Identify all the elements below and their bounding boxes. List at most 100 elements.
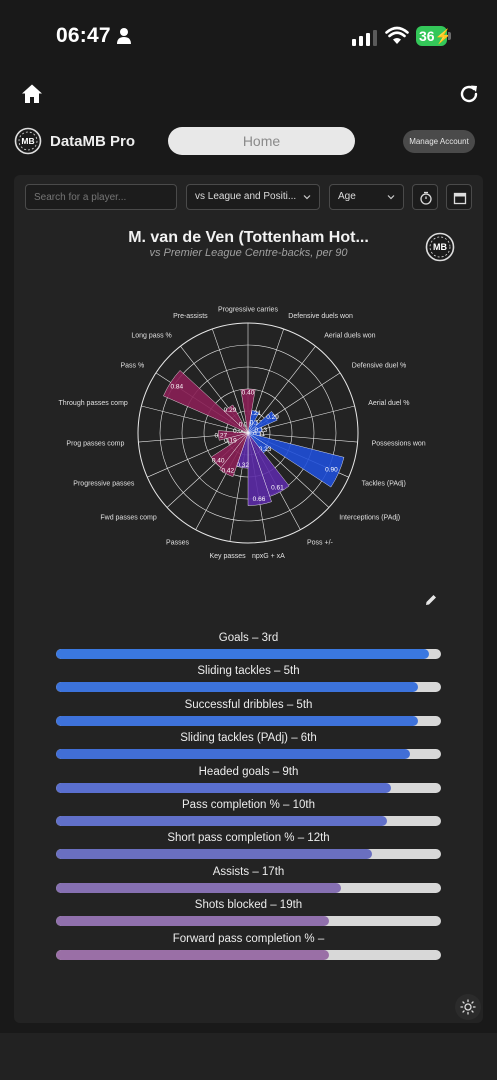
player-search-input[interactable] bbox=[25, 184, 177, 210]
radar-value-label: 0.90 bbox=[325, 467, 338, 474]
home-icon[interactable] bbox=[20, 82, 44, 106]
manage-account-button[interactable]: Manage Account bbox=[403, 130, 475, 153]
home-tab[interactable]: Home bbox=[168, 127, 355, 155]
battery-icon: 36⚡ bbox=[416, 26, 452, 46]
person-icon bbox=[117, 28, 131, 44]
radar-value-label: 0.00 bbox=[233, 428, 246, 435]
radar-category-label: Defensive duels won bbox=[288, 313, 353, 320]
sun-icon bbox=[460, 999, 476, 1015]
player-panel bbox=[14, 175, 483, 1023]
datamb-logo-icon: MB bbox=[425, 232, 455, 262]
ranking-track bbox=[56, 849, 441, 860]
radar-bar bbox=[163, 370, 249, 434]
radar-value-label: 0.40 bbox=[242, 390, 255, 397]
ranking-fill bbox=[56, 682, 418, 693]
ranking-track bbox=[56, 816, 441, 826]
radar-category-label: Poss +/- bbox=[307, 540, 334, 547]
ranking-fill bbox=[56, 882, 341, 893]
radar-category-label: Tackles (PAdj) bbox=[362, 480, 406, 487]
radar-category-label: Pre-assists bbox=[173, 313, 208, 320]
ranking-track bbox=[56, 682, 441, 693]
datamb-logo-icon: MB bbox=[14, 127, 42, 155]
stopwatch-icon bbox=[420, 191, 432, 205]
ranking-track bbox=[56, 715, 441, 726]
timer-button[interactable] bbox=[412, 184, 438, 210]
ranking-track bbox=[56, 649, 441, 659]
ranking-row: Pass completion % – 10th bbox=[56, 799, 441, 827]
ranking-label: Forward pass completion % – bbox=[172, 932, 325, 945]
radar-value-label: 0.66 bbox=[253, 496, 266, 503]
chevron-down-icon bbox=[387, 195, 395, 200]
ranking-label: Sliding tackles – 5th bbox=[197, 665, 300, 678]
ranking-row: Assists – 17th bbox=[56, 866, 441, 894]
ranking-fill bbox=[56, 916, 330, 927]
chart-title: M. van de Ven (Tottenham Hot... bbox=[128, 229, 369, 246]
ranking-track bbox=[56, 949, 441, 960]
radar-bar bbox=[240, 388, 256, 434]
ranking-label: Short pass completion % – 12th bbox=[167, 832, 330, 845]
brand: MB DataMB Pro bbox=[14, 126, 135, 156]
ranking-row: Goals – 3rd bbox=[56, 632, 441, 660]
svg-text:MB: MB bbox=[21, 136, 34, 146]
radar-bar bbox=[219, 432, 249, 477]
ranking-fill bbox=[56, 715, 418, 726]
radar-value-label: 0.42 bbox=[221, 467, 234, 474]
svg-text:MB: MB bbox=[433, 242, 447, 252]
radar-bar bbox=[247, 432, 345, 488]
chart-subtitle: vs Premier League Centre-backs, per 90 bbox=[149, 247, 348, 259]
ranking-label: Successful dribbles – 5th bbox=[184, 698, 313, 711]
radar-category-label: Passes bbox=[166, 540, 189, 547]
ranking-row: Successful dribbles – 5th bbox=[56, 699, 441, 727]
radar-value-label: 0.32 bbox=[236, 462, 249, 469]
refresh-icon[interactable] bbox=[457, 82, 481, 106]
radar-value-label: 0.29 bbox=[266, 414, 279, 421]
wifi-icon bbox=[385, 26, 409, 44]
ranking-track bbox=[56, 749, 441, 760]
radar-category-label: Progressive passes bbox=[73, 480, 135, 487]
calendar-icon bbox=[453, 192, 467, 205]
radar-value-label: 0.23 bbox=[259, 446, 272, 453]
battery-level: 36 bbox=[419, 28, 435, 44]
calendar-button[interactable] bbox=[446, 184, 472, 210]
ranking-fill bbox=[56, 949, 330, 960]
ranking-label: Goals – 3rd bbox=[218, 632, 279, 644]
radar-category-label: Interceptions (PAdj) bbox=[339, 515, 400, 522]
bottom-bar bbox=[0, 1033, 497, 1080]
radar-chart: 0.21 Defensive duels won 0.13 Aerial duels … bbox=[59, 307, 426, 560]
theme-toggle-button[interactable] bbox=[455, 994, 481, 1020]
ranking-label: Headed goals – 9th bbox=[198, 765, 299, 778]
radar-value-label: 0.21 bbox=[249, 410, 262, 417]
radar-bar bbox=[247, 432, 272, 506]
ranking-row: Shots blocked – 19th bbox=[56, 899, 441, 927]
radar-value-label: 0.00 bbox=[239, 422, 252, 429]
status-time: 06:47 bbox=[56, 24, 111, 47]
radar-category-label: Prog passes comp bbox=[66, 441, 124, 448]
radar-category-label: Long pass % bbox=[131, 333, 171, 340]
edit-icon[interactable] bbox=[424, 593, 438, 607]
ranking-row: Sliding tackles – 5th bbox=[56, 665, 441, 693]
radar-bar bbox=[247, 427, 263, 434]
ranking-label: Shots blocked – 19th bbox=[194, 899, 303, 912]
ranking-row: Short pass completion % – 12th bbox=[56, 832, 441, 860]
ranking-fill bbox=[56, 782, 391, 793]
radar-category-label: Pass % bbox=[120, 363, 144, 370]
radar-value-label: 0.29 bbox=[224, 407, 237, 414]
ranking-track bbox=[56, 916, 441, 927]
age-select-value: Age bbox=[338, 191, 356, 202]
radar-category-label: Defensive duel % bbox=[352, 363, 406, 370]
radar-value-label: 0.40 bbox=[212, 457, 225, 464]
radar-bar bbox=[210, 432, 249, 468]
ranking-row: Forward pass completion % – bbox=[56, 933, 441, 961]
comparison-select-value: vs League and Positi... bbox=[195, 191, 297, 202]
radar-value-label: 0.11 bbox=[253, 431, 266, 438]
chevron-down-icon bbox=[303, 195, 311, 200]
radar-value-label: 0.27 bbox=[214, 432, 227, 439]
ranking-fill bbox=[56, 649, 430, 659]
radar-category-label: npxG + xA bbox=[252, 553, 285, 560]
radar-value-label: 0.13 bbox=[254, 427, 267, 434]
comparison-select[interactable]: vs League and Positi... bbox=[186, 184, 320, 210]
ranking-label: Assists – 17th bbox=[212, 865, 285, 878]
radar-value-label: 0.61 bbox=[271, 484, 284, 491]
radar-bar bbox=[247, 411, 278, 434]
age-select[interactable]: Age bbox=[329, 184, 404, 210]
